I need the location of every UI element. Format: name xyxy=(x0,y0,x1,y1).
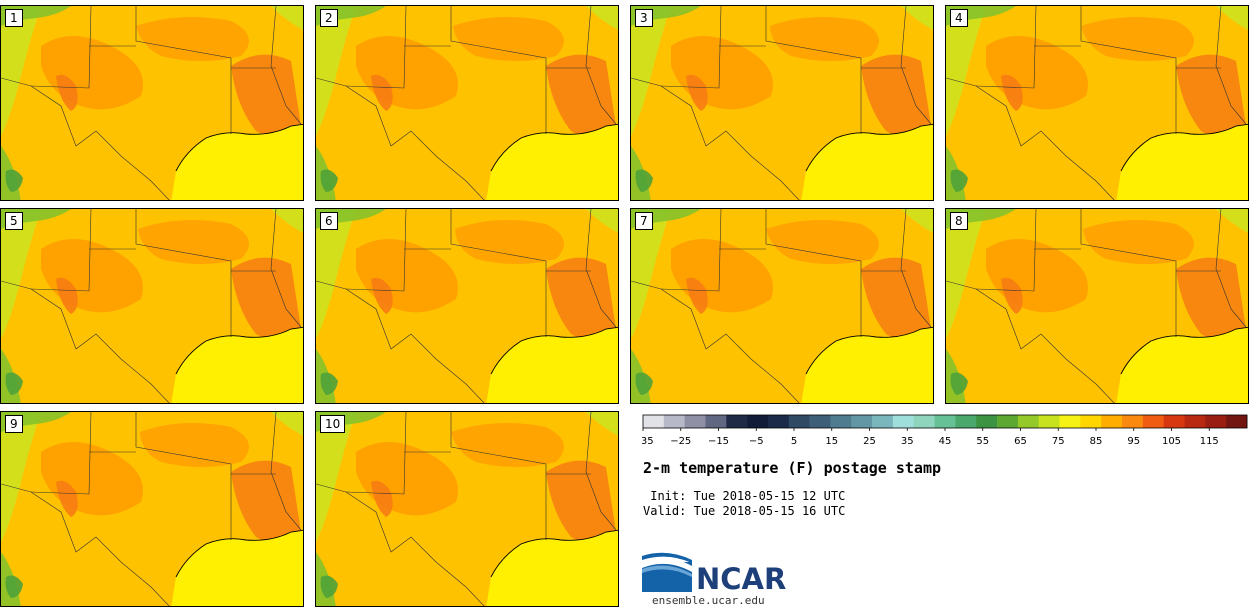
colorbar-swatch xyxy=(1080,415,1102,428)
stamp-panel: 9 xyxy=(0,411,304,607)
colorbar-swatch xyxy=(1059,415,1081,428)
temperature-map xyxy=(946,6,1248,200)
member-number: 2 xyxy=(320,9,338,27)
temperature-map xyxy=(1,412,303,606)
colorbar-swatch xyxy=(643,415,665,428)
colorbar-tick-label: 45 xyxy=(939,436,952,447)
colorbar-tick-label: −35 xyxy=(642,436,654,447)
temperature-map xyxy=(316,209,618,403)
temperature-map xyxy=(316,6,618,200)
member-number: 6 xyxy=(320,212,338,230)
temperature-map xyxy=(1,209,303,403)
colorbar-swatch xyxy=(788,415,810,428)
colorbar-swatch xyxy=(1163,415,1185,428)
colorbar-tick-label: 105 xyxy=(1162,436,1181,447)
colorbar-swatch xyxy=(955,415,977,428)
colorbar-tick-label: 25 xyxy=(863,436,876,447)
stamp-panel: 6 xyxy=(315,208,619,404)
member-number: 5 xyxy=(5,212,23,230)
colorbar-swatch xyxy=(913,415,935,428)
colorbar: −35 −25 −15 −5 5 15 25 35 45 55 65 75 85 95 105 115 xyxy=(642,414,1248,450)
colorbar-tick-label: −5 xyxy=(749,436,764,447)
colorbar-tick-label: 15 xyxy=(825,436,838,447)
temperature-map xyxy=(631,209,933,403)
stamp-panel: 2 xyxy=(315,5,619,201)
temperature-map xyxy=(316,412,618,606)
colorbar-tick-label: −25 xyxy=(670,436,691,447)
member-number: 9 xyxy=(5,415,23,433)
stamp-panel: 10 xyxy=(315,411,619,607)
init-time: Init: Tue 2018-05-15 12 UTC xyxy=(643,489,846,503)
site-url: ensemble.ucar.edu xyxy=(652,594,765,607)
colorbar-swatch xyxy=(726,415,748,428)
colorbar-swatch xyxy=(684,415,706,428)
temperature-map xyxy=(631,6,933,200)
colorbar-swatch xyxy=(1142,415,1164,428)
colorbar-swatch xyxy=(1205,415,1227,428)
stamp-panel: 1 xyxy=(0,5,304,201)
colorbar-tick-label: 95 xyxy=(1127,436,1140,447)
logo-wordmark: NCAR xyxy=(696,562,787,596)
colorbar-tick-label: 115 xyxy=(1200,436,1219,447)
colorbar-tick-label: −15 xyxy=(708,436,729,447)
stamp-panel: 8 xyxy=(945,208,1249,404)
colorbar-tick-label: 65 xyxy=(1014,436,1027,447)
valid-time: Valid: Tue 2018-05-15 16 UTC xyxy=(643,504,846,518)
colorbar-swatch xyxy=(1038,415,1060,428)
colorbar-swatch xyxy=(767,415,790,428)
member-number: 3 xyxy=(635,9,653,27)
colorbar-swatch xyxy=(976,415,998,428)
colorbar-graphic: −35 −25 −15 −5 5 15 25 35 45 55 65 75 85 95 105 115 xyxy=(642,414,1248,447)
stamp-panel: 3 xyxy=(630,5,934,201)
stamp-panel: 4 xyxy=(945,5,1249,201)
colorbar-tick-label: 5 xyxy=(791,436,797,447)
colorbar-swatch xyxy=(1184,415,1206,428)
colorbar-swatch xyxy=(1101,415,1123,428)
stamp-panel: 7 xyxy=(630,208,934,404)
colorbar-swatch xyxy=(747,415,769,428)
colorbar-tick-label: 55 xyxy=(976,436,989,447)
colorbar-swatch xyxy=(934,415,956,428)
member-number: 7 xyxy=(635,212,653,230)
colorbar-swatch xyxy=(872,415,894,428)
temperature-map xyxy=(946,209,1248,403)
colorbar-swatch xyxy=(663,415,685,428)
colorbar-tick-label: 75 xyxy=(1052,436,1065,447)
temperature-map xyxy=(1,6,303,200)
member-number: 4 xyxy=(950,9,968,27)
ncar-logo xyxy=(642,552,692,592)
colorbar-swatch xyxy=(830,415,852,428)
colorbar-tick-label: 35 xyxy=(901,436,914,447)
colorbar-swatch xyxy=(1226,415,1248,428)
member-number: 1 xyxy=(5,9,23,27)
colorbar-swatch xyxy=(997,415,1019,428)
chart-title: 2-m temperature (F) postage stamp xyxy=(643,459,942,477)
colorbar-tick-label: 85 xyxy=(1090,436,1103,447)
colorbar-swatch xyxy=(1017,415,1040,428)
member-number: 8 xyxy=(950,212,968,230)
colorbar-swatch xyxy=(1122,415,1144,428)
colorbar-swatch xyxy=(892,415,915,428)
colorbar-swatch xyxy=(851,415,873,428)
colorbar-swatch xyxy=(809,415,831,428)
member-number: 10 xyxy=(320,415,346,433)
colorbar-swatch xyxy=(705,415,727,428)
stamp-panel: 5 xyxy=(0,208,304,404)
